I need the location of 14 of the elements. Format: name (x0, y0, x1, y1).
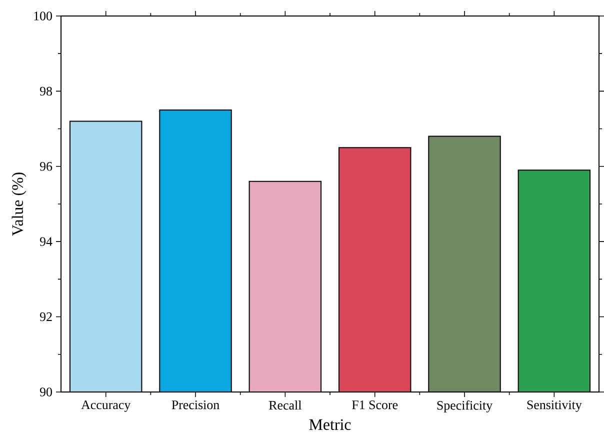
y-tick-label: 96 (40, 162, 52, 171)
y-tick-label: 92 (40, 312, 52, 322)
x-tick-label: F1 Score (352, 400, 398, 410)
y-tick-label: 98 (40, 86, 52, 96)
x-axis-title: Metric (309, 419, 351, 430)
y-tick-label: 94 (40, 237, 52, 246)
x-tick-label: Precision (172, 400, 220, 410)
x-tick-label: Sensitivity (527, 400, 582, 412)
x-tick-label: Recall (269, 400, 302, 410)
y-axis-title: Value (%) (12, 172, 26, 236)
x-tick-label: Accuracy (81, 400, 131, 412)
y-tick-label: 90 (40, 388, 52, 396)
y-tick-label: 100 (34, 12, 52, 20)
x-tick-label: Specificity (437, 400, 493, 412)
